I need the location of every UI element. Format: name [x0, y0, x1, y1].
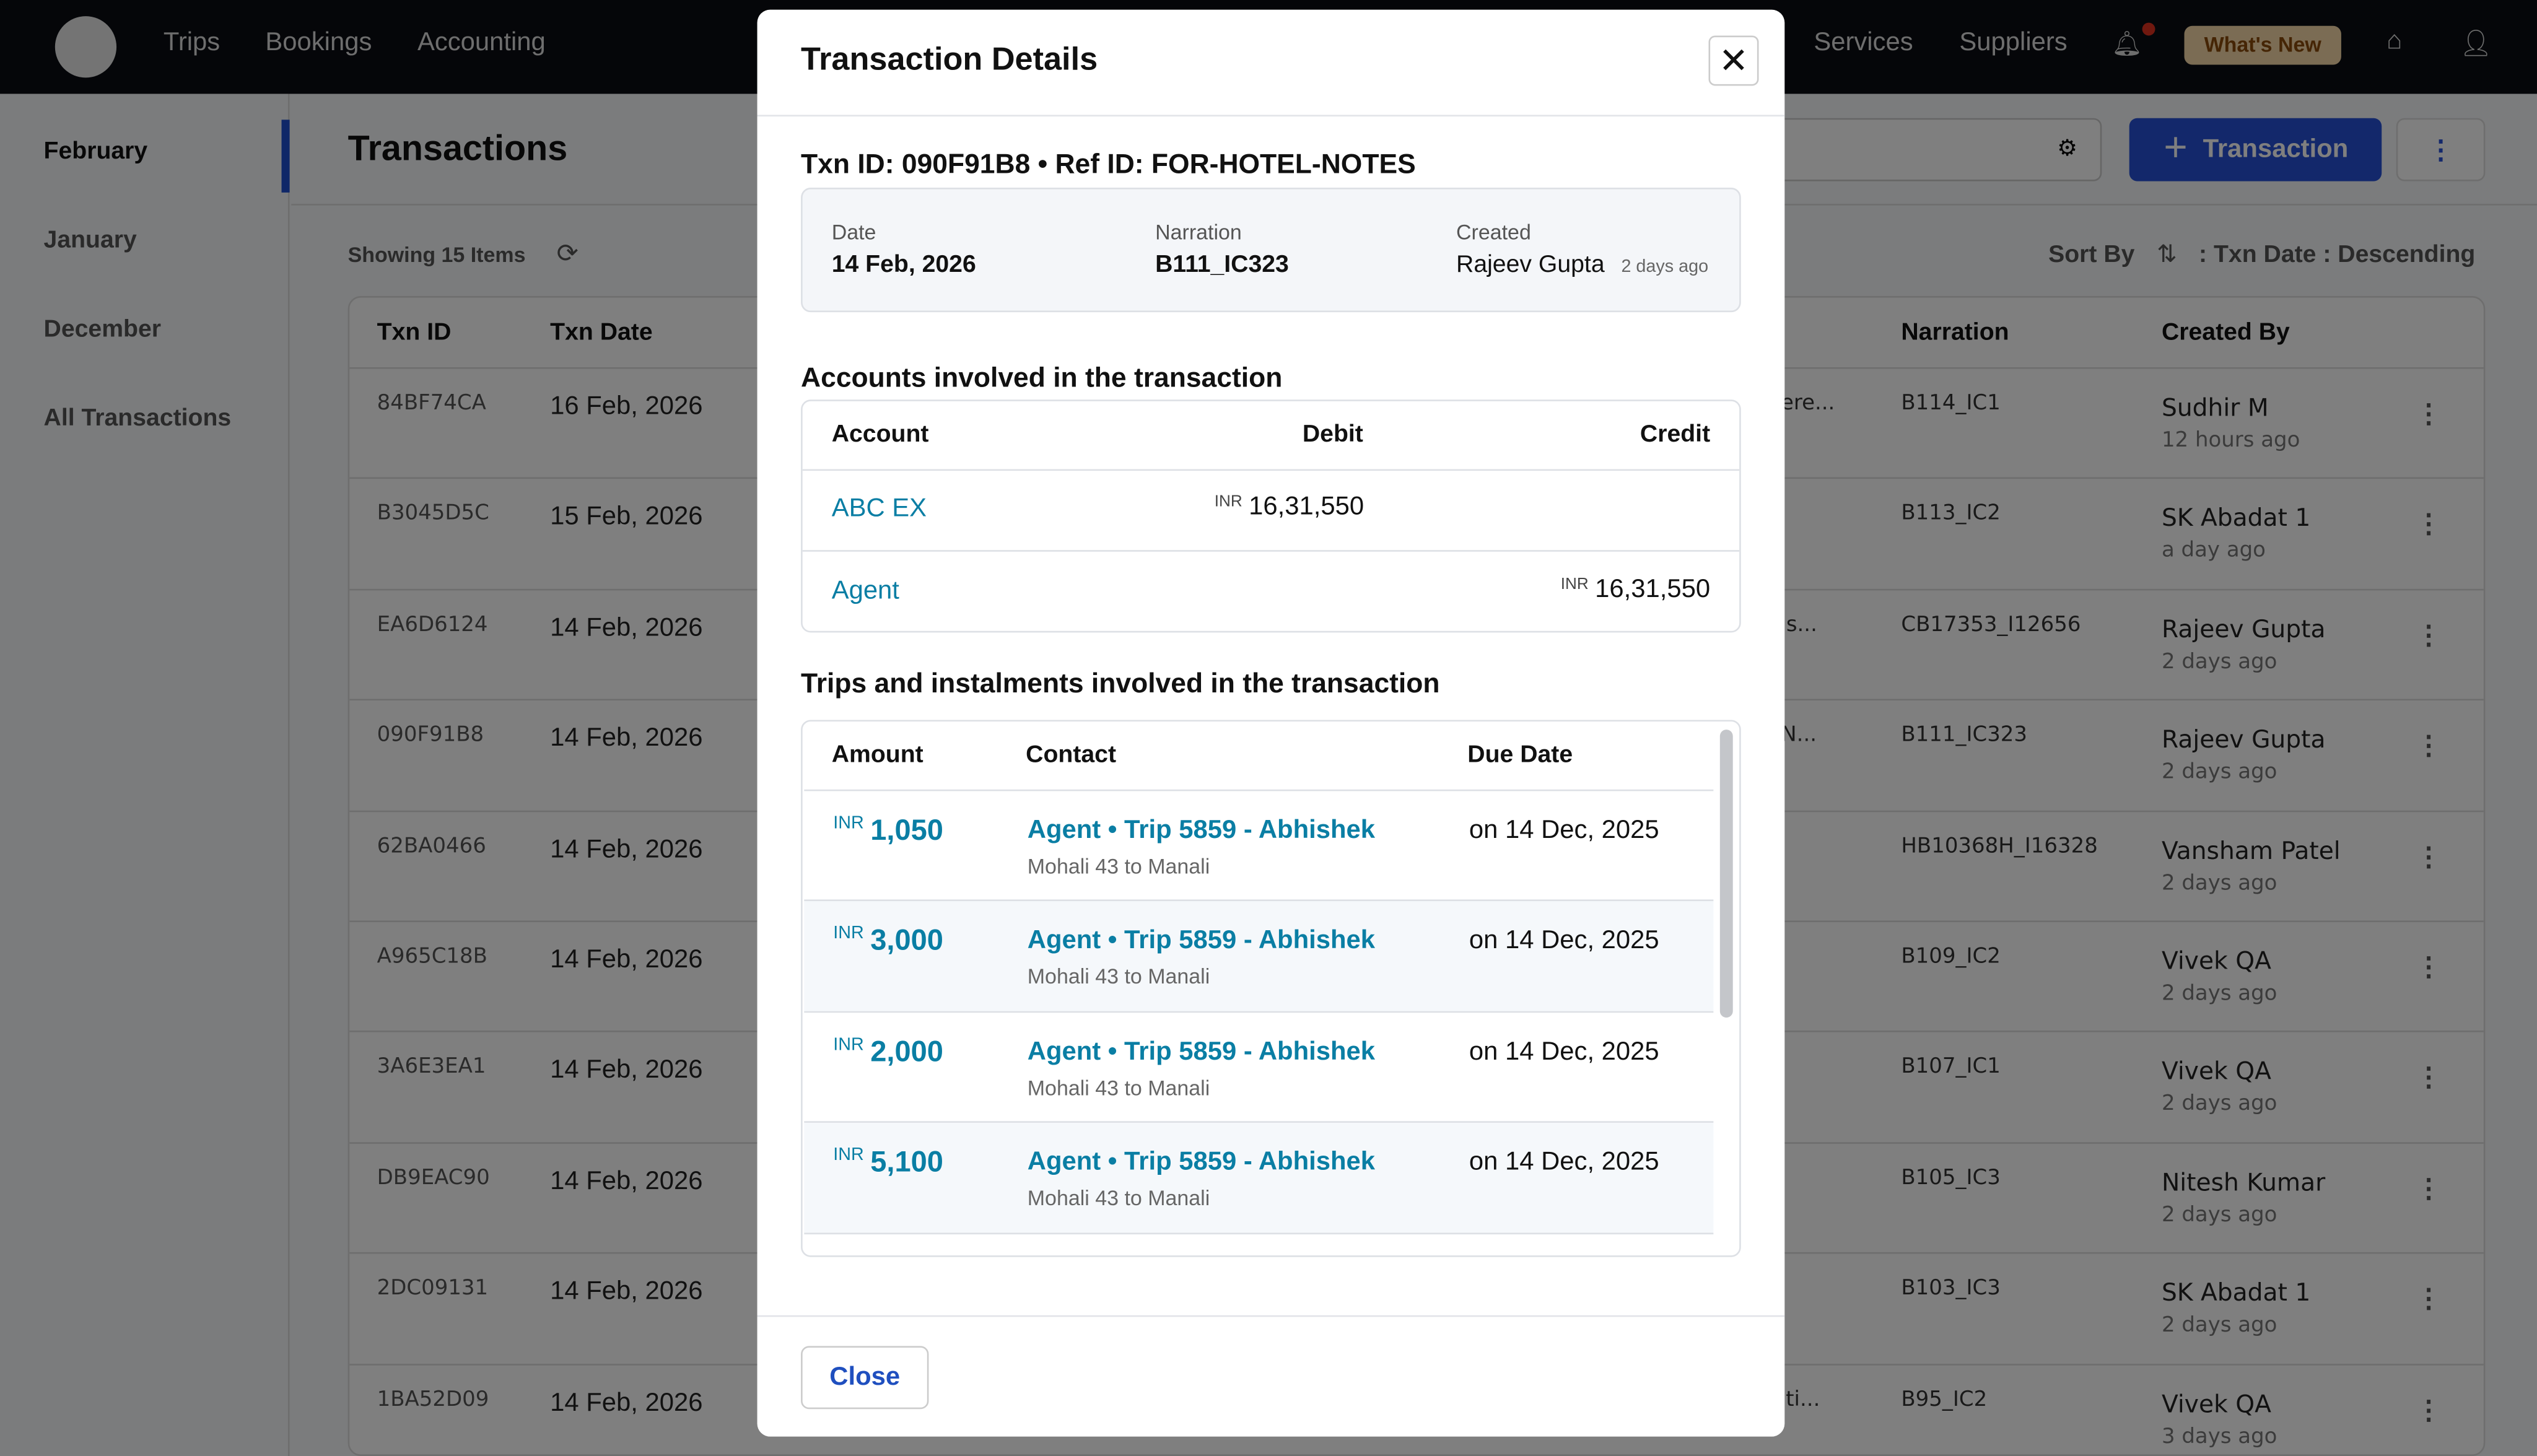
currency-label: INR — [833, 1035, 864, 1055]
trip-row: INR 2,000 Agent • Trip 5859 - Abhishek Mo… — [804, 1011, 1714, 1122]
currency-label: INR — [833, 1145, 864, 1166]
currency-label: INR — [833, 813, 864, 834]
created-label: Created — [1456, 220, 1531, 245]
trip-contact-link[interactable]: Agent • Trip 5859 - Abhishek — [1027, 927, 1375, 956]
trip-row: INR 3,000 Agent • Trip 5859 - Abhishek Mo… — [804, 900, 1714, 1011]
created-ago: 2 days ago — [1621, 257, 1709, 277]
currency-label: INR — [833, 924, 864, 944]
trip-amount: INR 2,000 — [833, 1035, 943, 1069]
trip-row: INR 5,100 Agent • Trip 5859 - Abhishek Mo… — [804, 1121, 1714, 1232]
col-contact: Contact — [1026, 741, 1117, 769]
amount-value: 3,000 — [870, 924, 943, 957]
due-date: on 14 Dec, 2025 — [1469, 817, 1659, 845]
currency-label: INR — [1560, 575, 1589, 594]
info-box: Date 14 Feb, 2026 Narration B111_IC323 C… — [801, 188, 1741, 313]
col-due-date: Due Date — [1467, 741, 1573, 769]
narration-value: B111_IC323 — [1155, 250, 1289, 279]
credit-value: 16,31,550 — [1595, 575, 1711, 604]
scrollbar[interactable] — [1719, 730, 1733, 1018]
due-date: on 14 Dec, 2025 — [1469, 1149, 1659, 1177]
trip-row: INR 1,050 Agent • Trip 5859 - Abhishek Mo… — [804, 789, 1714, 900]
created-by: Rajeev Gupta — [1456, 250, 1605, 279]
trip-amount: INR 3,000 — [833, 925, 943, 959]
accounts-title: Accounts involved in the transaction — [801, 362, 1283, 393]
trip-route: Mohali 43 to Manali — [1027, 854, 1210, 879]
col-account: Account — [831, 421, 929, 448]
debit-amount: INR 16,31,550 — [1215, 494, 1364, 523]
date-label: Date — [831, 220, 876, 245]
trip-contact-link[interactable]: Agent • Trip 5859 - Abhishek — [1027, 1149, 1375, 1177]
narration-label: Narration — [1155, 220, 1242, 245]
trips-title: Trips and instalments involved in the tr… — [801, 668, 1440, 699]
col-amount: Amount — [831, 741, 924, 769]
debit-value: 16,31,550 — [1249, 493, 1365, 521]
modal-title: Transaction Details — [801, 41, 1098, 78]
amount-value: 5,100 — [870, 1145, 943, 1179]
col-debit: Debit — [1302, 421, 1363, 448]
trip-route: Mohali 43 to Manali — [1027, 964, 1210, 990]
trip-route: Mohali 43 to Manali — [1027, 1186, 1210, 1211]
divider — [757, 115, 1785, 117]
account-link[interactable]: Agent — [831, 577, 899, 605]
trip-contact-link[interactable]: Agent • Trip 5859 - Abhishek — [1027, 817, 1375, 845]
trip-amount: INR 5,100 — [833, 1146, 943, 1180]
amount-value: 2,000 — [870, 1035, 943, 1068]
trips-table: Amount Contact Due Date INR 1,050 Agent •… — [801, 720, 1741, 1257]
col-credit: Credit — [1640, 421, 1711, 448]
due-date: on 14 Dec, 2025 — [1469, 927, 1659, 956]
trip-contact-link[interactable]: Agent • Trip 5859 - Abhishek — [1027, 1038, 1375, 1066]
trip-row — [804, 1232, 1714, 1255]
trip-route: Mohali 43 to Manali — [1027, 1075, 1210, 1100]
amount-value: 1,050 — [870, 813, 943, 847]
date-value: 14 Feb, 2026 — [831, 250, 976, 279]
close-icon[interactable]: ✕ — [1708, 35, 1759, 86]
close-button[interactable]: Close — [801, 1346, 929, 1410]
accounts-table: Account Debit Credit ABC EX INR 16,31,550… — [801, 399, 1741, 633]
currency-label: INR — [1214, 493, 1242, 512]
divider — [757, 1315, 1785, 1317]
account-link[interactable]: ABC EX — [831, 495, 927, 523]
credit-amount: INR 16,31,550 — [1561, 576, 1710, 605]
due-date: on 14 Dec, 2025 — [1469, 1038, 1659, 1066]
txn-id-line: Txn ID: 090F91B8 • Ref ID: FOR-HOTEL-NOT… — [801, 149, 1416, 180]
transaction-details-modal: Transaction Details ✕ Txn ID: 090F91B8 •… — [757, 9, 1785, 1437]
trip-amount: INR 1,050 — [833, 814, 943, 848]
